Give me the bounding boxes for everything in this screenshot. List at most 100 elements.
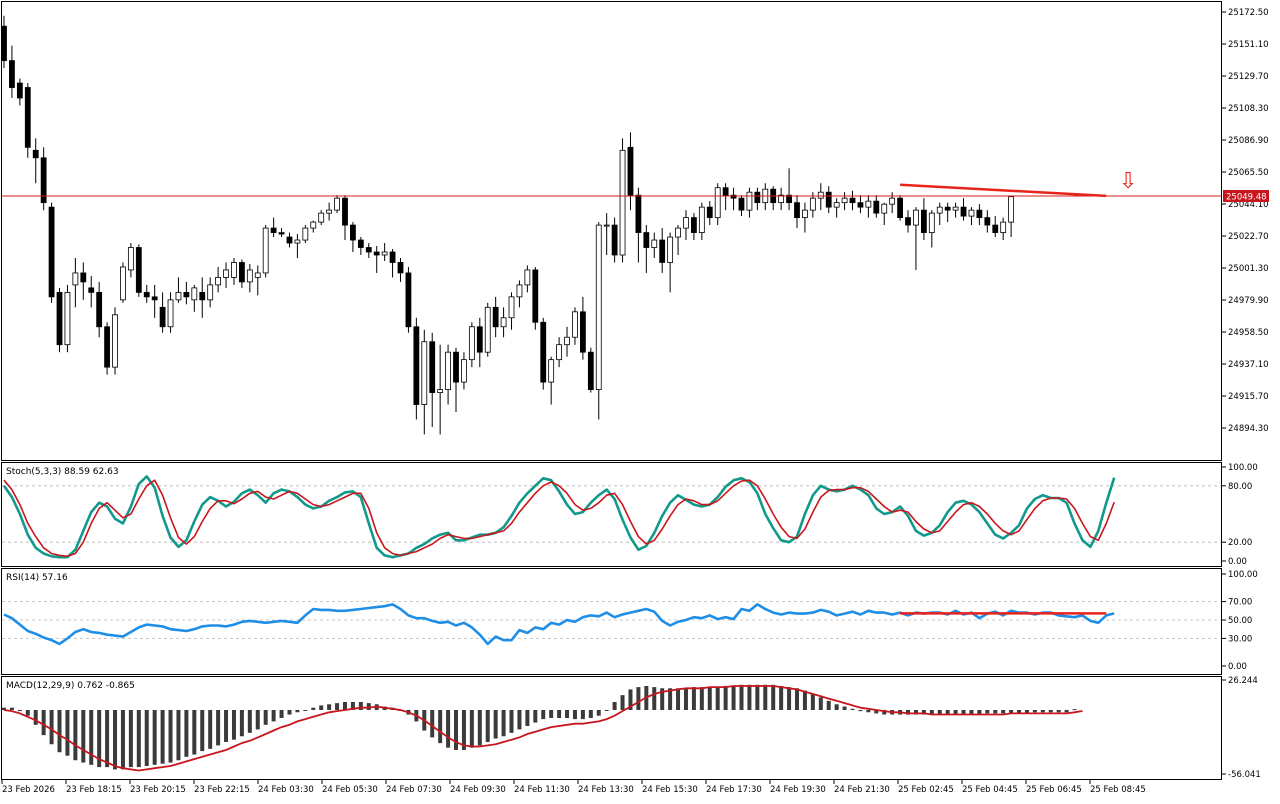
macd-histogram-bar[interactable] — [145, 710, 149, 766]
candle-bear[interactable] — [160, 307, 165, 326]
candle-bear[interactable] — [454, 352, 459, 382]
macd-histogram-bar[interactable] — [985, 710, 989, 713]
candle-bull[interactable] — [652, 240, 657, 247]
candle-bull[interactable] — [231, 262, 236, 277]
macd-histogram-bar[interactable] — [708, 687, 712, 710]
macd-histogram-bar[interactable] — [835, 704, 839, 710]
candle-bull[interactable] — [208, 285, 213, 300]
candle-bull[interactable] — [676, 228, 681, 237]
candle-bear[interactable] — [144, 292, 149, 296]
candle-bear[interactable] — [580, 312, 585, 352]
macd-histogram-bar[interactable] — [232, 710, 236, 740]
candle-bull[interactable] — [604, 225, 609, 226]
macd-histogram-bar[interactable] — [1041, 710, 1045, 712]
macd-histogram-bar[interactable] — [1049, 710, 1053, 712]
macd-histogram-bar[interactable] — [993, 710, 997, 713]
candle-bull[interactable] — [699, 207, 704, 232]
candle-bear[interactable] — [2, 26, 7, 60]
candle-bull[interactable] — [446, 352, 451, 389]
macd-histogram-bar[interactable] — [581, 710, 585, 719]
candle-bull[interactable] — [128, 248, 133, 270]
candle-bull[interactable] — [216, 277, 221, 284]
macd-histogram-bar[interactable] — [200, 710, 204, 751]
macd-histogram-bar[interactable] — [89, 710, 93, 765]
candle-bear[interactable] — [49, 207, 54, 297]
candle-bear[interactable] — [17, 83, 22, 98]
candle-bull[interactable] — [113, 315, 118, 367]
candle-bear[interactable] — [850, 198, 855, 202]
macd-histogram-bar[interactable] — [700, 687, 704, 710]
macd-histogram-bar[interactable] — [1065, 710, 1069, 712]
macd-histogram-bar[interactable] — [692, 687, 696, 710]
candle-bull[interactable] — [311, 222, 316, 228]
candle-bear[interactable] — [57, 292, 62, 344]
candle-bear[interactable] — [414, 327, 419, 405]
macd-histogram-bar[interactable] — [716, 687, 720, 710]
candle-bear[interactable] — [795, 203, 800, 218]
candle-bull[interactable] — [295, 240, 300, 243]
candle-bear[interactable] — [826, 192, 831, 207]
macd-histogram-bar[interactable] — [176, 710, 180, 760]
candle-bear[interactable] — [541, 322, 546, 382]
candle-bull[interactable] — [335, 198, 340, 210]
macd-histogram-bar[interactable] — [557, 710, 561, 718]
candle-bear[interactable] — [707, 207, 712, 217]
macd-histogram-bar[interactable] — [295, 710, 299, 712]
macd-histogram-bar[interactable] — [240, 710, 244, 736]
candle-bull[interactable] — [263, 228, 268, 273]
candle-bear[interactable] — [921, 210, 926, 232]
candle-bull[interactable] — [224, 270, 229, 277]
candle-bull[interactable] — [683, 218, 688, 228]
candle-bear[interactable] — [358, 240, 363, 247]
macd-histogram-bar[interactable] — [248, 710, 252, 733]
candle-bear[interactable] — [723, 188, 728, 195]
candle-bull[interactable] — [509, 297, 514, 318]
candle-bear[interactable] — [406, 273, 411, 327]
macd-histogram-bar[interactable] — [684, 688, 688, 710]
candle-bear[interactable] — [906, 218, 911, 225]
macd-histogram-bar[interactable] — [280, 710, 284, 718]
macd-histogram-bar[interactable] — [184, 710, 188, 757]
macd-histogram-bar[interactable] — [26, 710, 30, 716]
candle-bull[interactable] — [557, 345, 562, 360]
candle-bull[interactable] — [549, 360, 554, 382]
candle-bull[interactable] — [461, 360, 466, 382]
macd-histogram-bar[interactable] — [10, 708, 14, 710]
macd-histogram-bar[interactable] — [470, 710, 474, 748]
candle-bull[interactable] — [120, 267, 125, 300]
candle-bull[interactable] — [565, 337, 570, 344]
candle-bull[interactable] — [596, 225, 601, 389]
macd-histogram-bar[interactable] — [613, 702, 617, 710]
candle-bull[interactable] — [810, 198, 815, 210]
macd-histogram-bar[interactable] — [549, 710, 553, 718]
candle-bull[interactable] — [1009, 197, 1014, 222]
macd-histogram-bar[interactable] — [430, 710, 434, 737]
macd-histogram-bar[interactable] — [763, 685, 767, 710]
candle-bull[interactable] — [842, 198, 847, 202]
candle-bull[interactable] — [247, 270, 252, 282]
macd-histogram-bar[interactable] — [129, 710, 133, 767]
macd-histogram-bar[interactable] — [192, 710, 196, 755]
macd-histogram-bar[interactable] — [319, 705, 323, 710]
candle-bear[interactable] — [493, 307, 498, 326]
candle-bull[interactable] — [168, 300, 173, 327]
macd-histogram-bar[interactable] — [811, 694, 815, 710]
macd-histogram-bar[interactable] — [502, 710, 506, 736]
macd-histogram-bar[interactable] — [533, 710, 537, 723]
candle-bear[interactable] — [961, 207, 966, 216]
macd-histogram-bar[interactable] — [264, 710, 268, 725]
candle-bear[interactable] — [9, 61, 14, 88]
macd-histogram-bar[interactable] — [1073, 709, 1077, 710]
macd-histogram-bar[interactable] — [486, 710, 490, 742]
candle-bear[interactable] — [271, 228, 276, 232]
candle-bull[interactable] — [255, 273, 260, 277]
candle-bear[interactable] — [342, 198, 347, 225]
candle-bull[interactable] — [1001, 222, 1006, 232]
candle-bear[interactable] — [898, 198, 903, 217]
macd-histogram-bar[interactable] — [311, 708, 315, 710]
macd-histogram-bar[interactable] — [803, 691, 807, 710]
macd-histogram-bar[interactable] — [795, 688, 799, 710]
macd-histogram-bar[interactable] — [137, 710, 141, 767]
macd-histogram-bar[interactable] — [779, 686, 783, 710]
macd-histogram-bar[interactable] — [303, 710, 307, 711]
